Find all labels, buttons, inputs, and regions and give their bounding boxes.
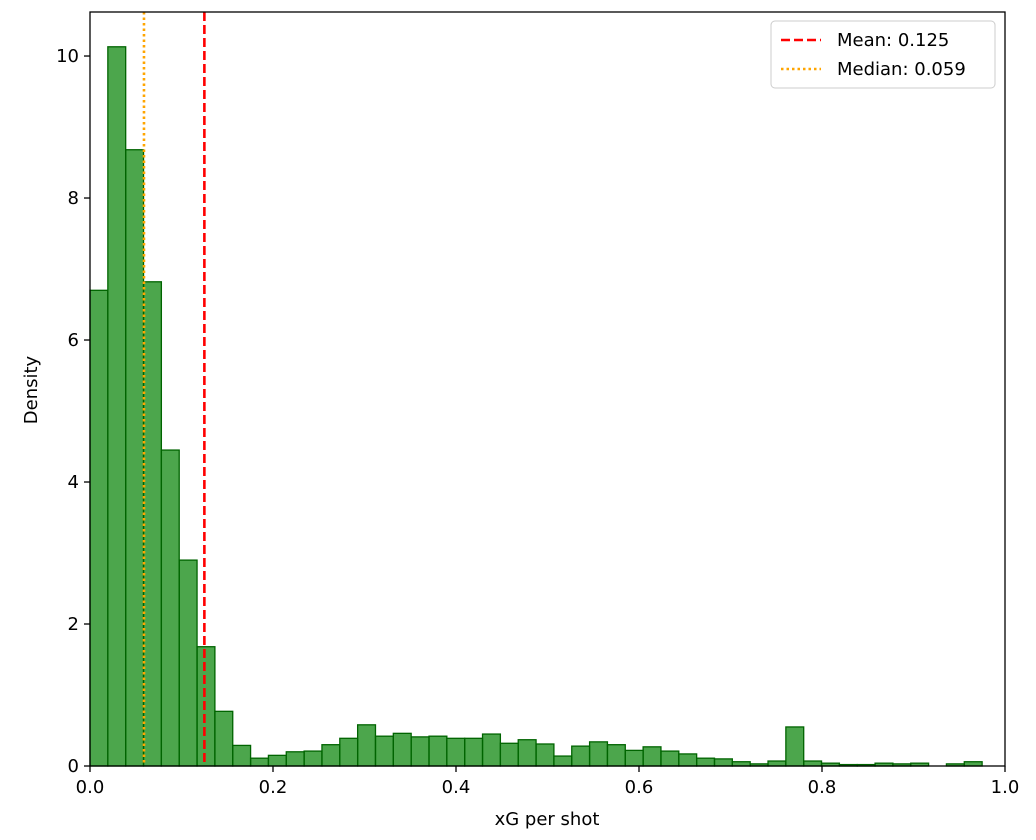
bar [517, 739, 537, 767]
bar [125, 149, 145, 767]
y-tick-label: 10 [56, 46, 79, 67]
x-tick-label: 0.2 [259, 777, 288, 798]
bar [374, 735, 394, 767]
bar [249, 757, 270, 767]
legend-label: Median: 0.059 [837, 59, 966, 80]
bar [713, 758, 733, 767]
bar [392, 732, 412, 767]
bar [267, 754, 287, 767]
bar [767, 760, 787, 767]
x-tick-label: 0.4 [442, 777, 471, 798]
bar [89, 289, 109, 767]
bar [339, 737, 359, 767]
y-tick-label: 4 [68, 472, 79, 493]
y-tick-label: 0 [68, 756, 79, 777]
y-tick-label: 8 [68, 188, 79, 209]
y-tick-label: 6 [68, 330, 79, 351]
plot-frame [89, 11, 1006, 767]
bar [803, 760, 823, 767]
y-axis-label: Density [21, 355, 42, 424]
bar [196, 646, 216, 767]
bar [428, 735, 448, 767]
bar [660, 750, 680, 767]
bar [178, 559, 198, 767]
legend-label: Mean: 0.125 [837, 30, 949, 51]
legend: Mean: 0.125 Median: 0.059 [770, 20, 996, 89]
bar [303, 750, 323, 767]
bar [624, 749, 644, 767]
x-tick-label: 0.8 [808, 777, 837, 798]
bar [642, 746, 662, 767]
bar [142, 281, 163, 767]
bar [285, 751, 305, 767]
bar [481, 733, 502, 767]
y-tick-label: 2 [68, 614, 79, 635]
x-tick-label: 0.6 [625, 777, 654, 798]
legend-box [770, 20, 996, 89]
bar [232, 744, 252, 767]
bar [785, 726, 805, 767]
x-tick-label: 1.0 [991, 777, 1020, 798]
bar [356, 724, 377, 767]
bar [553, 755, 573, 767]
bar [410, 736, 430, 767]
bar [446, 737, 466, 767]
bar [214, 710, 234, 767]
bar [535, 743, 555, 767]
bar [107, 46, 127, 767]
bar [464, 737, 484, 767]
bar [678, 753, 698, 767]
x-axis-label: xG per shot [495, 809, 600, 830]
bar [499, 742, 519, 767]
bar [588, 741, 609, 767]
x-tick-label: 0.0 [76, 777, 105, 798]
bar [695, 757, 716, 767]
bar [571, 745, 591, 767]
bar [606, 744, 626, 767]
bar [321, 744, 341, 767]
bar [160, 449, 180, 767]
